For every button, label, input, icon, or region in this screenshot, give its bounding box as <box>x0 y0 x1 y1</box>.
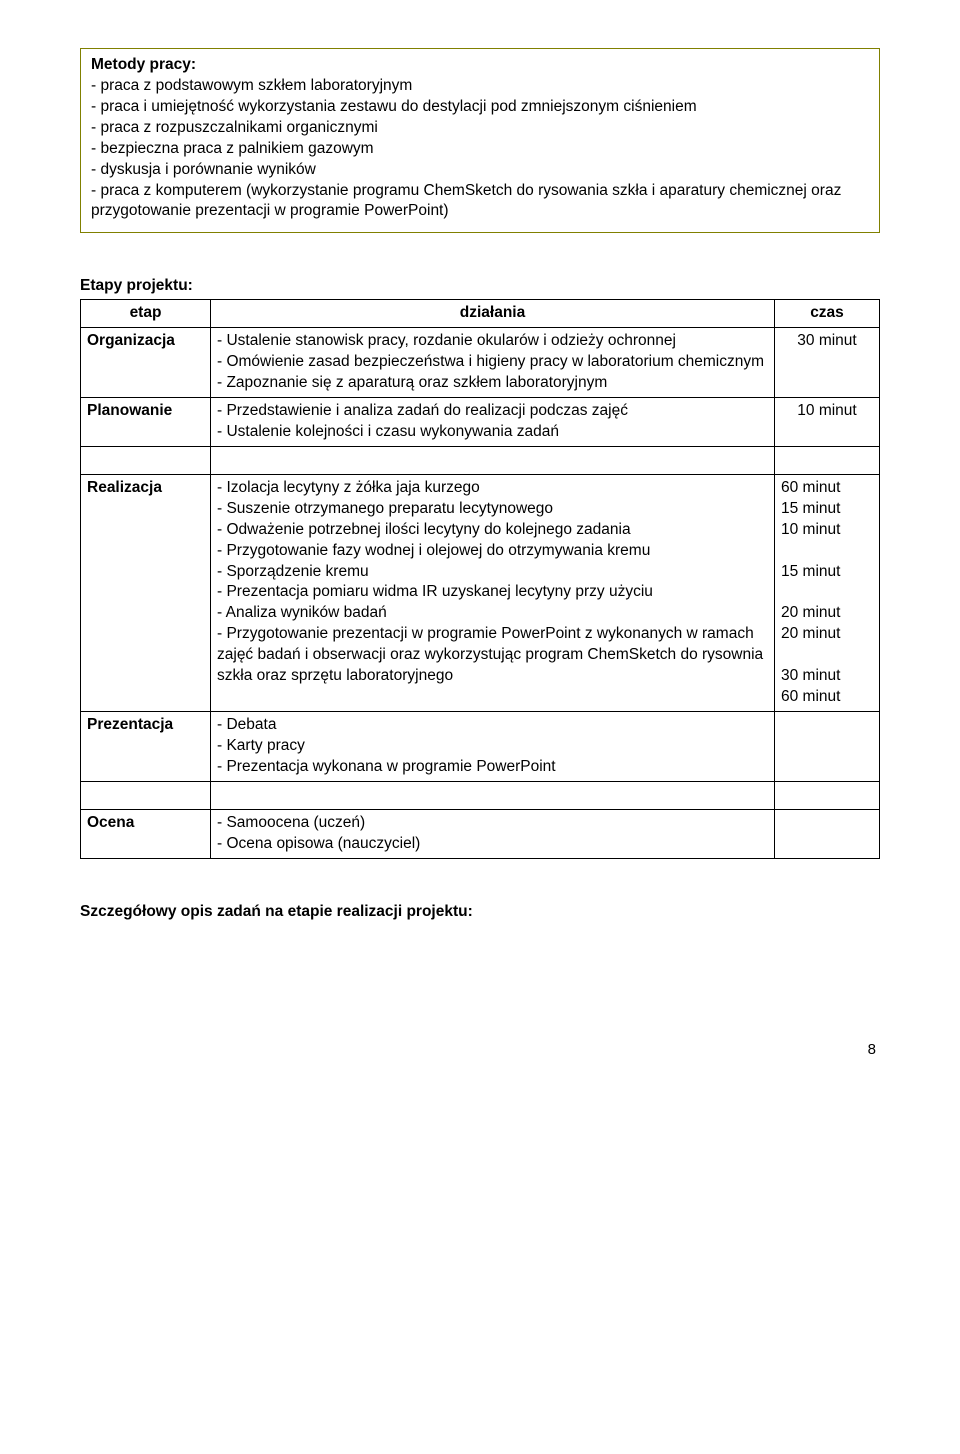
methods-item: - praca z rozpuszczalnikami organicznymi <box>91 118 869 139</box>
cell-etap: Realizacja <box>81 474 211 711</box>
cell-czas <box>775 809 880 858</box>
table-row-spacer <box>81 446 880 474</box>
cell-etap: Planowanie <box>81 398 211 447</box>
cell-czas <box>775 711 880 781</box>
cell-empty <box>211 446 775 474</box>
methods-box: Metody pracy: - praca z podstawowym szkł… <box>80 48 880 233</box>
cell-etap: Prezentacja <box>81 711 211 781</box>
table-header-row: etap działania czas <box>81 300 880 328</box>
cell-czas: 60 minut 15 minut 10 minut 15 minut 20 m… <box>775 474 880 711</box>
cell-etap: Ocena <box>81 809 211 858</box>
cell-empty <box>81 446 211 474</box>
cell-etap: Organizacja <box>81 328 211 398</box>
cell-czas: 30 minut <box>775 328 880 398</box>
page-number: 8 <box>80 1041 880 1058</box>
cell-czas: 10 minut <box>775 398 880 447</box>
header-dzialania: działania <box>211 300 775 328</box>
cell-empty <box>775 446 880 474</box>
cell-dzialania: - Ustalenie stanowisk pracy, rozdanie ok… <box>211 328 775 398</box>
detail-title: Szczegółowy opis zadań na etapie realiza… <box>80 903 880 921</box>
cell-empty <box>81 781 211 809</box>
methods-item: - praca z komputerem (wykorzystanie prog… <box>91 181 869 223</box>
header-etap: etap <box>81 300 211 328</box>
methods-item: - bezpieczna praca z palnikiem gazowym <box>91 139 869 160</box>
table-row-spacer <box>81 781 880 809</box>
stages-table: etap działania czas Organizacja - Ustale… <box>80 299 880 858</box>
stages-title: Etapy projektu: <box>80 277 880 295</box>
methods-item: - praca i umiejętność wykorzystania zest… <box>91 97 869 118</box>
document-page: Metody pracy: - praca z podstawowym szkł… <box>0 0 960 1098</box>
methods-title: Metody pracy: <box>91 55 869 76</box>
methods-item: - dyskusja i porównanie wyników <box>91 160 869 181</box>
methods-item: - praca z podstawowym szkłem laboratoryj… <box>91 76 869 97</box>
table-row: Planowanie - Przedstawienie i analiza za… <box>81 398 880 447</box>
table-row: Prezentacja - Debata - Karty pracy - Pre… <box>81 711 880 781</box>
table-row: Realizacja - Izolacja lecytyny z żółka j… <box>81 474 880 711</box>
table-row: Ocena - Samoocena (uczeń) - Ocena opisow… <box>81 809 880 858</box>
cell-dzialania: - Izolacja lecytyny z żółka jaja kurzego… <box>211 474 775 711</box>
cell-empty <box>211 781 775 809</box>
cell-dzialania: - Przedstawienie i analiza zadań do real… <box>211 398 775 447</box>
header-czas: czas <box>775 300 880 328</box>
cell-dzialania: - Debata - Karty pracy - Prezentacja wyk… <box>211 711 775 781</box>
cell-dzialania: - Samoocena (uczeń) - Ocena opisowa (nau… <box>211 809 775 858</box>
table-row: Organizacja - Ustalenie stanowisk pracy,… <box>81 328 880 398</box>
cell-empty <box>775 781 880 809</box>
